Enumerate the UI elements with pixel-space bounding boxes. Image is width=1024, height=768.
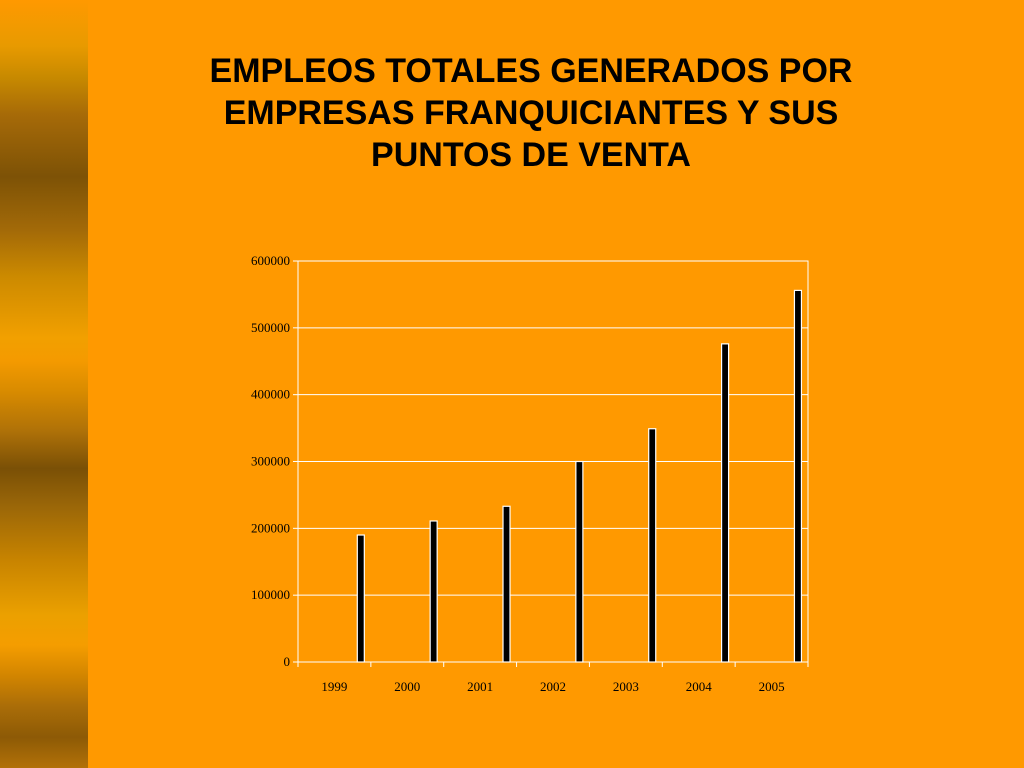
bar-1999 [356, 534, 365, 663]
x-tick-label: 2004 [686, 679, 713, 694]
x-tick-label: 2003 [613, 679, 639, 694]
bar-2005 [793, 289, 803, 663]
x-tick-label: 1999 [321, 679, 347, 694]
bar-2001 [502, 505, 511, 663]
bar-2000 [429, 520, 438, 663]
y-tick-label: 100000 [251, 587, 290, 602]
y-tick-label: 600000 [251, 253, 290, 268]
bar-2003 [648, 428, 657, 663]
bar-2002 [575, 460, 584, 663]
x-tick-label: 2001 [467, 679, 493, 694]
bars [356, 289, 803, 663]
y-tick-label: 400000 [251, 387, 290, 402]
x-tick-label: 2005 [759, 679, 785, 694]
x-tick-label: 2000 [394, 679, 420, 694]
x-tick-label: 2002 [540, 679, 566, 694]
slide-title: EMPLEOS TOTALES GENERADOS POR EMPRESAS F… [209, 52, 853, 174]
y-tick-label: 200000 [251, 520, 290, 535]
bar-2004 [720, 343, 730, 663]
tick-labels: 0 100000 200000 300000 400000 500000 600000 199… [251, 253, 785, 694]
y-tick-label: 300000 [251, 454, 290, 469]
y-tick-label: 0 [284, 654, 291, 669]
gridlines [298, 260, 808, 596]
axes [293, 260, 809, 667]
y-tick-label: 500000 [251, 320, 290, 335]
decorative-side-band [0, 0, 88, 768]
